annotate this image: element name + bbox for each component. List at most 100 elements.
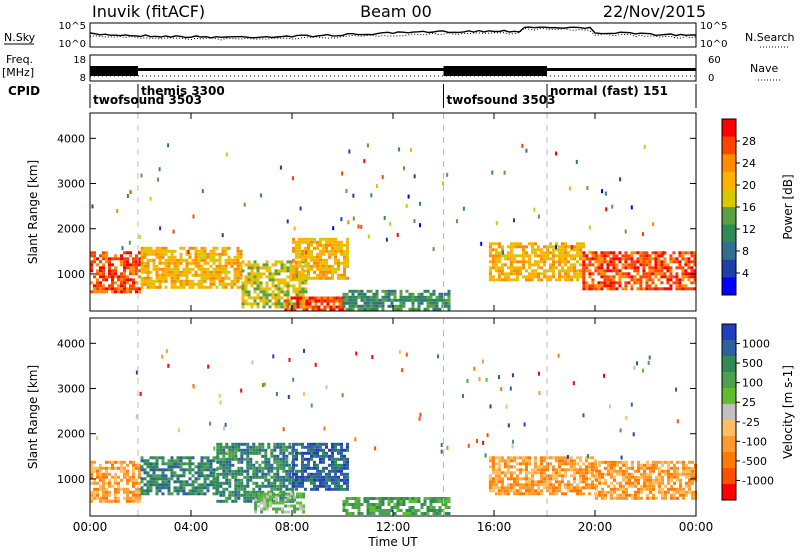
echo-cell xyxy=(438,512,442,515)
echo-cell xyxy=(262,272,266,276)
echo-cell xyxy=(167,264,171,268)
echo-cell xyxy=(126,472,129,476)
echo-cell xyxy=(93,496,96,500)
echo-cell xyxy=(258,442,262,446)
echo-cell xyxy=(678,281,682,285)
echo-cell xyxy=(120,263,123,267)
echo-cell xyxy=(643,475,646,479)
echo-cell xyxy=(236,273,240,277)
echo-cell xyxy=(534,492,537,496)
echo-cell xyxy=(419,201,421,206)
echo-cell xyxy=(561,266,564,270)
echo-cell xyxy=(613,466,616,470)
echo-cell xyxy=(284,302,288,306)
echo-cell xyxy=(657,278,661,282)
echo-cell xyxy=(334,261,337,265)
echo-cell xyxy=(645,254,649,258)
echo-cell xyxy=(320,299,324,303)
echo-cell xyxy=(419,412,422,417)
echo-cell xyxy=(408,295,412,299)
echo-cell xyxy=(288,487,292,491)
echo-cell xyxy=(622,493,625,497)
echo-cell xyxy=(90,266,93,270)
echo-cell xyxy=(276,484,280,488)
echo-cell xyxy=(579,245,582,249)
echo-cell xyxy=(322,237,325,241)
echo-cell xyxy=(675,266,679,270)
echo-cell xyxy=(688,460,691,464)
echo-cell xyxy=(158,468,162,472)
echo-cell xyxy=(657,263,661,267)
noise-tick-right-bottom: 10^0 xyxy=(700,39,727,50)
echo-cell xyxy=(105,493,108,497)
echo-cell xyxy=(262,287,266,291)
echo-cell xyxy=(354,437,357,442)
echo-cell xyxy=(140,264,144,268)
echo-cell xyxy=(129,272,132,276)
echo-cell xyxy=(243,487,247,491)
echo-cell xyxy=(558,471,561,475)
echo-cell xyxy=(676,496,679,500)
echo-cell xyxy=(621,257,625,261)
echo-cell xyxy=(621,254,625,258)
echo-cell xyxy=(179,480,183,484)
echo-cell xyxy=(200,489,204,493)
echo-cell xyxy=(194,270,198,274)
echo-cell xyxy=(447,497,451,500)
echo-cell xyxy=(667,469,670,473)
echo-cell xyxy=(647,360,650,365)
y-tick-label: 4000 xyxy=(57,132,85,145)
echo-cell xyxy=(292,260,296,264)
echo-cell xyxy=(152,252,156,256)
echo-cell xyxy=(402,295,406,299)
echo-cell xyxy=(93,469,96,473)
echo-cell xyxy=(573,486,576,490)
echo-cell xyxy=(203,465,207,469)
echo-cell xyxy=(216,454,220,458)
echo-cell xyxy=(108,266,111,270)
echo-cell xyxy=(222,469,226,473)
echo-cell xyxy=(216,499,220,503)
echo-cell xyxy=(610,460,613,464)
echo-cell xyxy=(667,466,670,470)
echo-cell xyxy=(630,263,634,267)
echo-cell xyxy=(402,304,406,308)
echo-cell xyxy=(102,275,105,279)
echo-cell xyxy=(90,281,93,285)
echo-cell xyxy=(360,289,364,293)
echo-cell xyxy=(316,261,319,265)
echo-cell xyxy=(268,269,272,273)
echo-cell xyxy=(570,474,573,478)
echo-cell xyxy=(307,478,310,482)
echo-cell xyxy=(509,483,513,487)
echo-cell xyxy=(513,266,516,270)
echo-cell xyxy=(140,477,144,481)
echo-cell xyxy=(543,480,546,484)
echo-cell xyxy=(292,445,295,449)
echo-cell xyxy=(672,281,676,285)
echo-cell xyxy=(267,460,271,464)
echo-cell xyxy=(108,460,111,464)
echo-cell xyxy=(197,465,201,469)
colorbar-tick-label: 28 xyxy=(742,135,756,148)
echo-cell xyxy=(609,269,613,273)
velocity-echo-region xyxy=(488,456,597,496)
echo-cell xyxy=(576,251,579,255)
echo-cell xyxy=(225,442,229,446)
echo-cell xyxy=(573,266,576,270)
echo-cell xyxy=(239,276,243,280)
echo-cell xyxy=(666,287,670,291)
echo-cell xyxy=(691,481,694,485)
echo-cell xyxy=(346,460,349,464)
echo-cell xyxy=(287,498,291,502)
echo-cell xyxy=(506,465,510,469)
echo-cell xyxy=(607,490,610,494)
echo-cell xyxy=(418,416,421,421)
echo-cell xyxy=(206,483,210,487)
echo-cell xyxy=(102,490,105,494)
echo-cell xyxy=(331,445,334,449)
echo-cell xyxy=(523,422,526,427)
nave-label: Nave xyxy=(750,62,778,75)
echo-cell xyxy=(509,477,513,481)
echo-cell xyxy=(164,246,168,250)
